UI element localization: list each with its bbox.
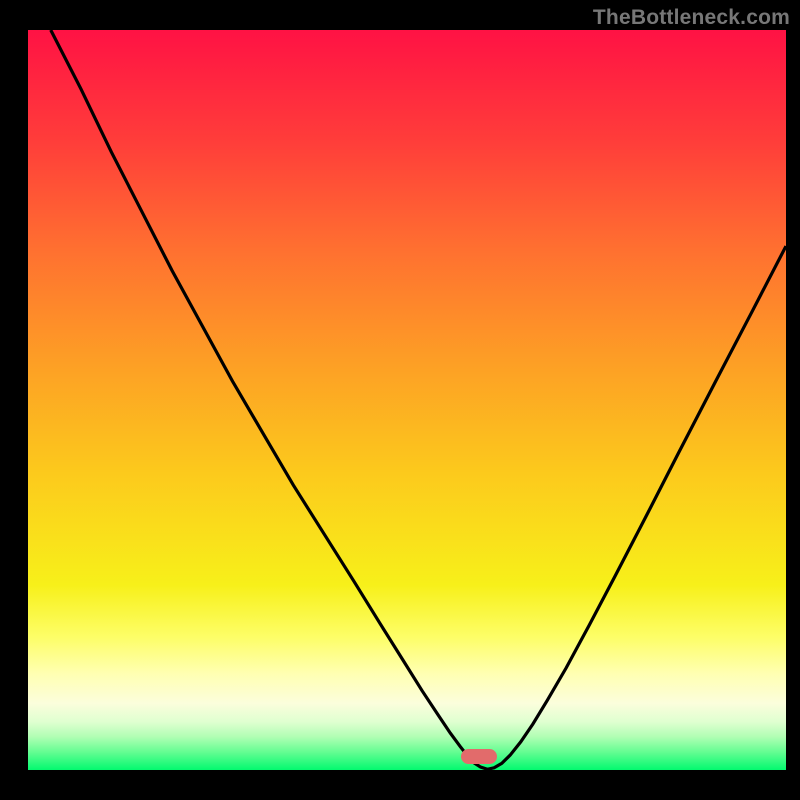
chart-svg (28, 30, 786, 770)
plot-area (28, 30, 786, 770)
source-label: TheBottleneck.com (593, 6, 790, 30)
bottleneck-marker (461, 749, 497, 764)
gradient-background (28, 30, 786, 770)
chart-container: TheBottleneck.com (0, 0, 800, 800)
